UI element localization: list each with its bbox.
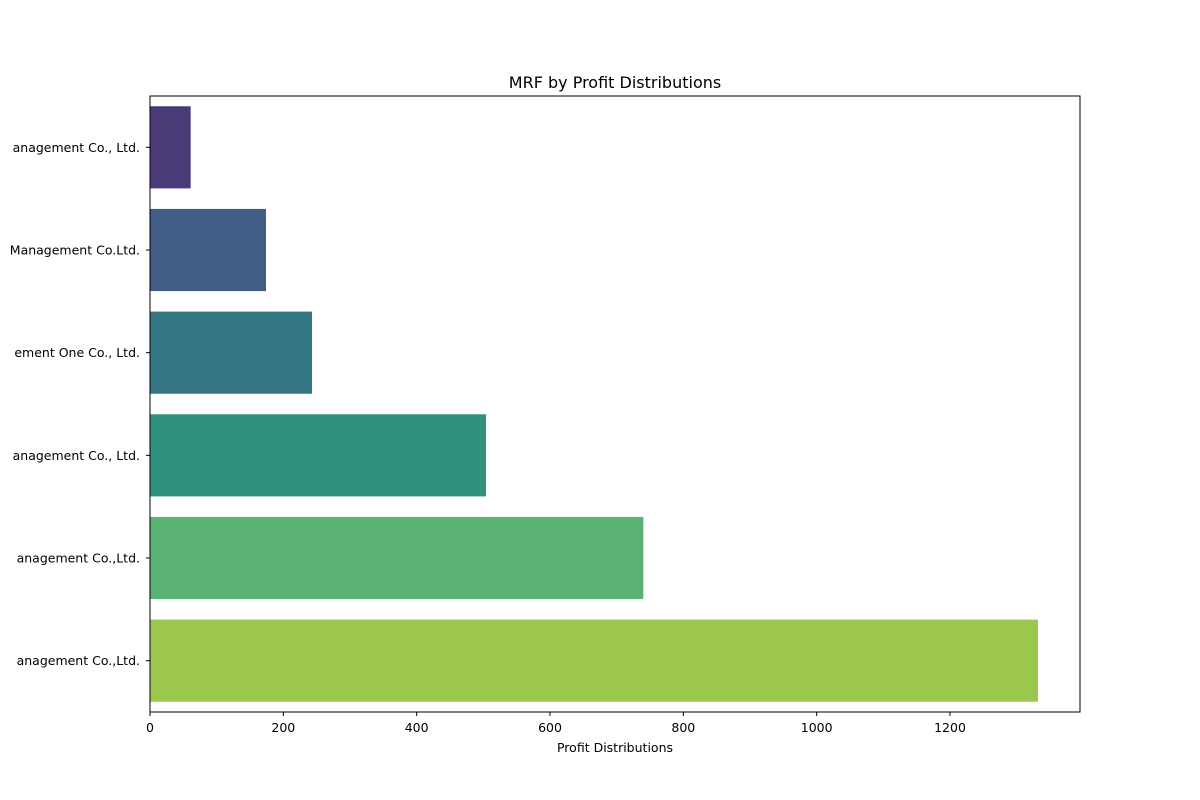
bar-6 <box>150 619 1038 702</box>
bar-5 <box>150 516 644 600</box>
x-tick-label-7: 1200 <box>934 720 966 735</box>
y-tick-label-2: Management Co.Ltd. <box>10 243 140 258</box>
bar-2 <box>150 208 266 292</box>
y-tick-label-5: anagement Co.,Ltd. <box>17 551 140 566</box>
x-tick-label-3: 400 <box>405 720 429 735</box>
bar-4 <box>150 414 486 497</box>
bar-1 <box>150 106 191 189</box>
x-tick-label-2: 200 <box>271 720 295 735</box>
x-tick-label-4: 600 <box>538 720 562 735</box>
y-axis-ticks: anagement Co., Ltd. Management Co.Ltd. eme… <box>10 140 150 668</box>
x-tick-label-1: 0 <box>146 720 154 735</box>
x-tick-label-6: 1000 <box>801 720 833 735</box>
plot-frame <box>149 95 1081 713</box>
y-tick-label-3: ement One Co., Ltd. <box>14 345 140 360</box>
bars-group <box>150 106 1038 702</box>
y-tick-label-6: anagement Co.,Ltd. <box>17 653 140 668</box>
x-tick-label-5: 800 <box>671 720 695 735</box>
y-tick-label-4: anagement Co., Ltd. <box>13 448 140 463</box>
x-axis-ticks: 0 200 400 600 800 1000 1200 <box>146 712 966 735</box>
x-axis-label: Profit Distributions <box>557 740 673 755</box>
y-tick-label-1: anagement Co., Ltd. <box>13 140 140 155</box>
bar-3 <box>150 311 312 394</box>
chart-title: MRF by Profit Distributions <box>509 73 721 92</box>
